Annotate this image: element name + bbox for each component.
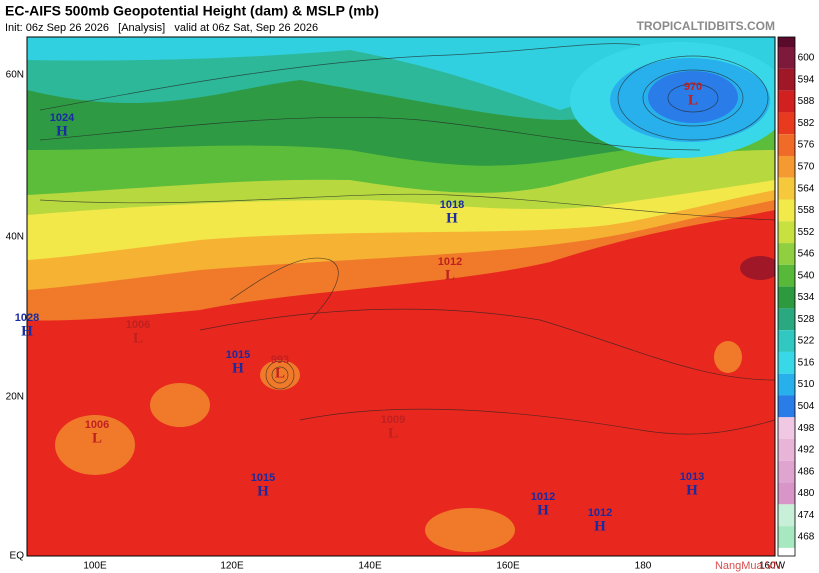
center-value: 1012 [438, 256, 462, 268]
longitude-label: 100E [83, 561, 107, 572]
colorbar-label: 558 [798, 205, 815, 216]
colorbar-swatch [778, 90, 795, 113]
colorbar-swatch [778, 112, 795, 135]
center-value: 1028 [15, 312, 39, 324]
latitude-label: 60N [6, 70, 24, 81]
center-letter: H [686, 482, 698, 498]
center-value: 1015 [251, 472, 275, 484]
center-value: 1006 [85, 419, 109, 431]
colorbar-swatch [778, 439, 795, 461]
colorbar-swatch [778, 460, 795, 483]
colorbar-swatch [778, 177, 795, 200]
colorbar-label: 552 [798, 227, 815, 238]
center-value: 1012 [531, 491, 555, 503]
center-letter: H [446, 210, 458, 226]
colorbar-swatch [778, 243, 795, 265]
watermark: NangMua.VN [715, 560, 781, 572]
colorbar-swatch [778, 221, 795, 244]
latitude-label: EQ [10, 551, 25, 562]
longitude-label: 180 [635, 561, 652, 572]
title: EC-AIFS 500mb Geopotential Height (dam) … [5, 3, 379, 19]
colorbar-label: 510 [798, 379, 815, 390]
colorbar-swatch [778, 504, 795, 527]
colorbar-swatch [778, 134, 795, 156]
colorbar-swatch [778, 68, 795, 91]
center-letter: H [21, 323, 33, 339]
colorbar-swatch [778, 286, 795, 309]
colorbar-label: 546 [798, 249, 815, 260]
colorbar-swatch [778, 308, 795, 331]
colorbar-swatch [778, 155, 795, 178]
colorbar-swatch [778, 351, 795, 374]
latitude-label: 20N [6, 392, 24, 403]
center-letter: H [232, 360, 244, 376]
colorbar-label: 486 [798, 466, 815, 477]
colorbar-label: 480 [798, 488, 815, 499]
center-letter: H [56, 123, 68, 139]
colorbar-label: 468 [798, 532, 815, 543]
longitude-label: 140E [358, 561, 382, 572]
colorbar-swatch [778, 264, 795, 287]
latitude-label: 40N [6, 232, 24, 243]
center-letter: L [445, 267, 455, 283]
map [27, 37, 775, 556]
subtitle: Init: 06z Sep 26 2026 [Analysis] valid a… [5, 22, 318, 34]
colorbar-label: 528 [798, 314, 815, 325]
colorbar-swatch [778, 482, 795, 505]
colorbar-label: 576 [798, 140, 815, 151]
longitude-label: 160W [759, 561, 786, 572]
colorbar-label: 498 [798, 423, 815, 434]
center-letter: L [388, 425, 398, 441]
center-value: 1018 [440, 199, 464, 211]
colorbar-label: 516 [798, 357, 815, 368]
colorbar-label: 534 [798, 292, 815, 303]
center-value: 1009 [381, 414, 405, 426]
colorbar-cap [778, 37, 795, 48]
center-letter: H [594, 518, 606, 534]
colorbar-label: 570 [798, 162, 815, 173]
colorbar-swatch [778, 47, 795, 69]
credit: TROPICALTIDBITS.COM [637, 19, 775, 33]
center-letter: L [275, 365, 285, 381]
colorbar-label: 540 [798, 270, 815, 281]
colorbar-label: 588 [798, 96, 815, 107]
center-value: 1013 [680, 471, 704, 483]
center-value: 1012 [588, 507, 612, 519]
colorbar-label: 504 [798, 401, 815, 412]
center-value: 1006 [126, 319, 150, 331]
colorbar-swatch [778, 526, 795, 548]
colorbar-swatch [778, 330, 795, 352]
colorbar-swatch [778, 199, 795, 222]
colorbar-swatch [778, 417, 795, 440]
colorbar-label: 582 [798, 118, 815, 129]
longitude-label: 120E [220, 561, 244, 572]
center-letter: H [537, 502, 549, 518]
center-value: 993 [271, 354, 289, 366]
center-value: 1024 [50, 112, 75, 124]
colorbar-label: 492 [798, 445, 815, 456]
colorbar-swatch [778, 373, 795, 396]
colorbar-label: 594 [798, 74, 815, 85]
center-value: 970 [684, 81, 702, 93]
center-letter: L [133, 330, 143, 346]
longitude-label: 160E [496, 561, 520, 572]
map-frame [26, 36, 776, 557]
center-letter: L [688, 92, 698, 108]
center-value: 1015 [226, 349, 250, 361]
center-letter: H [257, 483, 269, 499]
colorbar-swatch [778, 395, 795, 418]
colorbar-label: 564 [798, 183, 815, 194]
colorbar-label: 522 [798, 336, 815, 347]
center-letter: L [92, 430, 102, 446]
colorbar-label: 474 [798, 510, 815, 521]
colorbar-frame [777, 36, 796, 557]
colorbar-label: 600 [798, 53, 815, 64]
